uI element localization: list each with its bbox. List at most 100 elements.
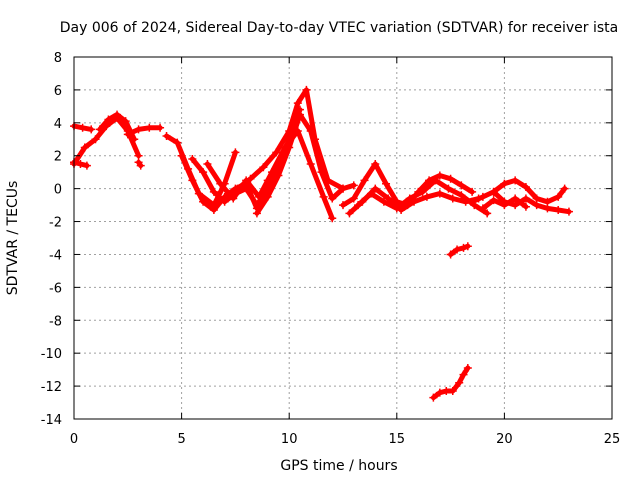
data-point: [483, 209, 492, 218]
series-track-t: [429, 363, 472, 402]
series-line: [448, 243, 471, 257]
data-point: [263, 192, 272, 201]
data-point: [130, 135, 139, 144]
data-point: [95, 125, 104, 134]
data-point: [188, 176, 197, 185]
data-point: [371, 184, 380, 193]
y-tick-label: 2: [54, 150, 62, 165]
data-point: [543, 197, 552, 206]
data-point: [511, 194, 520, 203]
grid: [74, 57, 612, 419]
y-tick-label: -4: [49, 248, 62, 263]
x-tick-label: 10: [281, 432, 298, 447]
data-point: [457, 181, 466, 190]
data-point: [82, 161, 91, 170]
data-point: [435, 388, 444, 397]
data-point: [136, 161, 145, 170]
series-track-k: [220, 85, 347, 203]
data-point: [78, 123, 87, 132]
y-tick-label: 6: [54, 84, 62, 99]
data-point: [199, 168, 208, 177]
data-point: [177, 151, 186, 160]
data-point: [339, 201, 347, 210]
y-tick-label: -10: [41, 347, 62, 362]
series-track-c: [70, 158, 91, 170]
data-point: [444, 184, 453, 193]
x-tick-label: 25: [604, 432, 621, 447]
data-point: [173, 138, 182, 147]
data-point: [293, 99, 302, 108]
data-point: [267, 168, 276, 177]
data-point: [113, 110, 122, 119]
y-tick-label: 4: [54, 117, 62, 132]
y-tick-label: 0: [54, 183, 62, 198]
data-point: [188, 155, 197, 164]
data-point: [478, 204, 487, 213]
y-axis-label: SDTVAR / TECUs: [5, 181, 21, 296]
data-point: [231, 148, 240, 157]
data-point: [453, 245, 462, 254]
axis-ticks: 0 5 10 15 20 25 -14 -12 -10 -8 -6 -4 -2 0 2 4 6 8: [41, 51, 621, 447]
data-point: [532, 194, 541, 203]
series-track-f: [134, 158, 145, 170]
data-point: [429, 393, 438, 402]
data-point: [162, 131, 171, 140]
series-track-s: [446, 242, 472, 259]
data-point: [366, 189, 375, 198]
data-point: [285, 127, 294, 136]
data-point: [459, 243, 468, 252]
data-point: [295, 110, 304, 119]
data-point: [457, 191, 466, 200]
data-point: [233, 184, 242, 193]
data-point: [468, 187, 477, 196]
data-point: [354, 201, 363, 210]
data-point: [459, 370, 468, 379]
data-point: [203, 159, 212, 168]
data-point: [272, 148, 281, 157]
data-point: [435, 171, 444, 180]
data-point: [410, 197, 419, 206]
series-layer: [70, 85, 573, 402]
data-point: [422, 192, 431, 201]
data-point: [274, 171, 283, 180]
data-point: [145, 123, 154, 132]
data-point: [317, 168, 326, 177]
series-track-r: [478, 194, 530, 213]
y-tick-label: -6: [49, 281, 62, 296]
data-point: [371, 159, 380, 168]
data-point: [242, 184, 251, 193]
data-point: [511, 176, 520, 185]
data-point: [319, 192, 328, 201]
series-track-e: [123, 123, 165, 139]
data-point: [554, 206, 563, 215]
data-point: [360, 176, 369, 185]
x-tick-label: 20: [496, 432, 513, 447]
data-point: [229, 194, 238, 203]
data-point: [435, 189, 444, 198]
data-point: [123, 130, 132, 139]
data-point: [564, 207, 573, 216]
data-point: [328, 214, 337, 223]
data-point: [199, 197, 208, 206]
y-tick-label: -14: [41, 413, 62, 428]
data-point: [418, 187, 427, 196]
data-point: [76, 159, 85, 168]
x-axis-label: GPS time / hours: [280, 458, 397, 474]
data-point: [455, 378, 464, 387]
y-tick-label: 8: [54, 51, 62, 66]
data-point: [349, 194, 358, 203]
series-line: [125, 125, 163, 137]
data-point: [349, 181, 358, 190]
data-point: [392, 204, 401, 213]
series-track-l: [252, 110, 358, 218]
x-tick-label: 15: [389, 432, 406, 447]
data-point: [246, 174, 255, 183]
data-point: [489, 196, 498, 205]
data-point: [463, 242, 472, 251]
data-point: [489, 187, 498, 196]
x-tick-label: 0: [70, 432, 78, 447]
y-tick-label: -8: [49, 314, 62, 329]
data-point: [302, 85, 311, 94]
data-point: [446, 250, 455, 259]
